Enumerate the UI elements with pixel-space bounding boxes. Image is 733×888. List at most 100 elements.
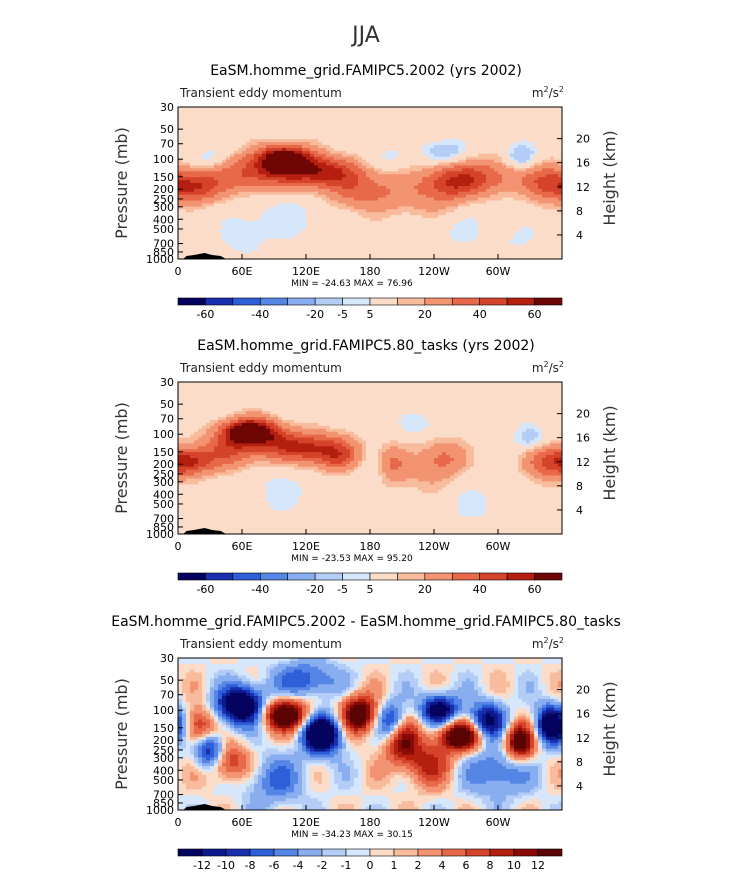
heatmap-cell [526,188,531,193]
heatmap-cell [262,147,267,152]
heatmap-cell [470,244,475,248]
heatmap-cell [446,118,451,123]
heatmap-cell [214,200,219,204]
heatmap-cell [474,124,479,128]
heatmap-cell [346,185,351,190]
heatmap-cell [434,156,439,161]
heatmap-cell [314,188,319,193]
heatmap-cell [482,256,487,260]
heatmap-cell [386,235,391,239]
heatmap-cell [334,177,339,181]
heatmap-cell [314,118,319,123]
heatmap-cell [526,162,531,166]
heatmap-cell [402,197,407,201]
heatmap-cell [526,209,531,213]
heatmap-cell [358,206,363,210]
heatmap-cell [414,203,419,207]
heatmap-cell [306,115,311,120]
heatmap-cell [426,162,431,166]
heatmap-cell [386,203,391,207]
heatmap-cell [302,218,307,222]
heatmap-cell [506,226,511,231]
heatmap-cell [186,209,191,213]
heatmap-cell [438,177,443,181]
heatmap-cell [358,256,363,260]
heatmap-cell [490,136,495,140]
heatmap-cell [362,136,367,140]
heatmap-cell [334,197,339,201]
heatmap-cell [354,209,359,213]
heatmap-cell [238,226,243,231]
heatmap-cell [430,121,435,125]
heatmap-cell [438,139,443,143]
heatmap-cell [274,253,279,257]
heatmap-cell [186,212,191,216]
heatmap-cell [498,197,503,201]
heatmap-cell [202,188,207,193]
heatmap-cell [446,206,451,210]
heatmap-cell [430,118,435,123]
heatmap-cell [442,253,447,257]
heatmap-cell [338,168,343,172]
heatmap-cell [366,121,371,125]
heatmap-cell [218,241,223,245]
heatmap-cell [486,180,491,184]
heatmap-cell [354,235,359,239]
heatmap-cell [290,153,295,158]
heatmap-cell [502,171,507,175]
heatmap-cell [406,250,411,254]
heatmap-cell [186,218,191,222]
heatmap-cell [294,150,299,155]
heatmap-cell [450,238,455,242]
heatmap-cell [502,162,507,166]
heatmap-cell [310,118,315,123]
heatmap-cell [350,156,355,161]
heatmap-cell [510,218,515,222]
heatmap-cell [470,145,475,149]
heatmap-cell [318,183,323,187]
heatmap-cell [458,232,463,237]
heatmap-cell [538,147,543,152]
heatmap-cell [382,218,387,222]
heatmap-cell [230,197,235,201]
heatmap-cell [286,118,291,123]
heatmap-cell [306,109,311,114]
heatmap-cell [282,215,287,219]
heatmap-cell [502,133,507,137]
heatmap-cell [486,162,491,166]
heatmap-cell [502,156,507,161]
heatmap-cell [390,194,395,199]
heatmap-cell [546,112,551,117]
heatmap-cell [378,185,383,190]
heatmap-cell [386,197,391,201]
heatmap-cell [538,109,543,114]
heatmap-cell [186,229,191,234]
heatmap-cell [266,197,271,201]
heatmap-cell [222,206,227,210]
heatmap-cell [430,203,435,207]
heatmap-cell [274,147,279,152]
heatmap-cell [506,221,511,225]
heatmap-cell [382,250,387,254]
heatmap-cell [302,191,307,196]
heatmap-cell [314,244,319,248]
heatmap-cell [330,133,335,137]
heatmap-cell [190,191,195,196]
heatmap-cell [378,112,383,117]
heatmap-cell [410,118,415,123]
heatmap-cell [362,162,367,166]
heatmap-cell [358,238,363,242]
heatmap-cell [266,188,271,193]
heatmap-cell [194,221,199,225]
heatmap-cell [458,139,463,143]
heatmap-cell [274,197,279,201]
heatmap-cell [334,168,339,172]
heatmap-cell [210,247,215,251]
heatmap-cell [270,221,275,225]
heatmap-cell [530,147,535,152]
heatmap-cell [286,183,291,187]
heatmap-cell [538,159,543,163]
heatmap-cell [538,165,543,169]
heatmap-cell [514,165,519,169]
heatmap-cell [478,183,483,187]
